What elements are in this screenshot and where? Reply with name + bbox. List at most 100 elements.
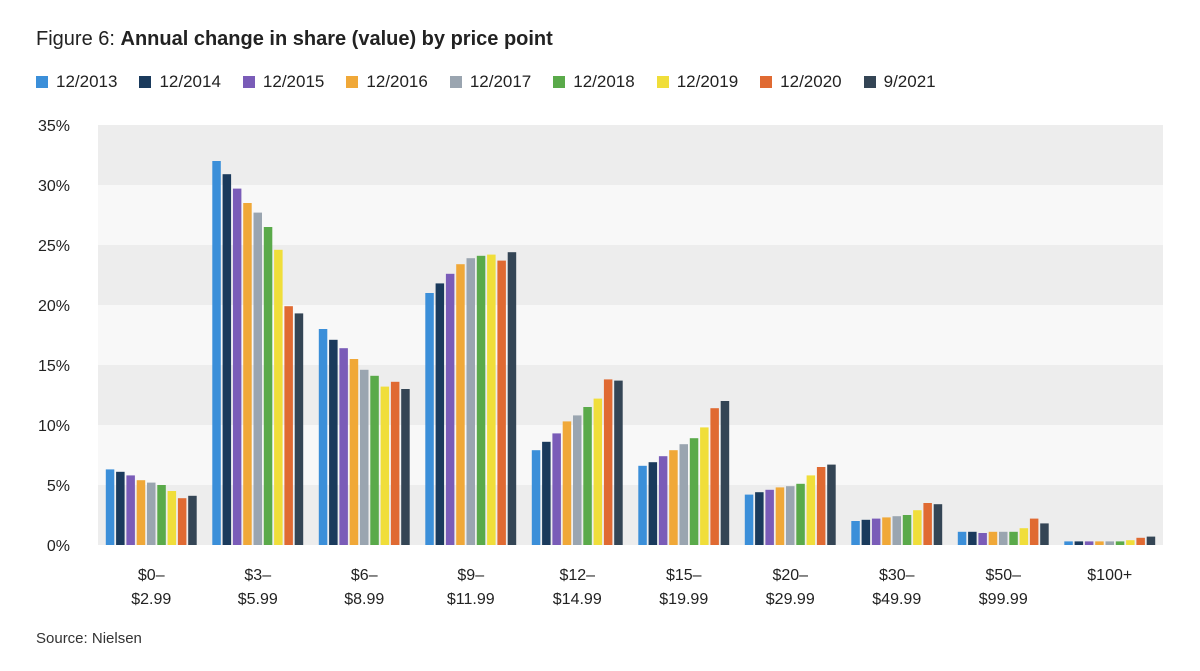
bar [806, 475, 816, 545]
legend-label: 9/2021 [883, 72, 936, 91]
bar [435, 283, 445, 545]
bar [923, 503, 932, 545]
bar [456, 264, 465, 545]
y-tick-label: 10% [38, 418, 70, 435]
chart-title-text: Annual change in share (value) by price … [120, 28, 553, 50]
bar [1029, 518, 1039, 545]
bar [284, 306, 293, 545]
bar [669, 450, 678, 545]
source-note: Source: Nielsen [36, 630, 142, 647]
bar [1146, 536, 1156, 545]
legend-label: 12/2014 [159, 72, 221, 91]
x-category-label: $12– $14.99 [553, 567, 602, 608]
bar [167, 491, 177, 545]
legend-swatch [139, 76, 152, 88]
bar [614, 380, 623, 545]
bar [1115, 541, 1125, 545]
bar [360, 369, 369, 545]
x-category-label: $6– $8.99 [344, 567, 384, 608]
legend: 12/2013 12/2014 12/2015 12/2016 12/2017 12/20… [36, 72, 958, 92]
x-category-label: $0– $2.99 [131, 567, 171, 608]
legend-swatch [36, 76, 48, 88]
bar [933, 504, 943, 545]
legend-swatch [863, 76, 876, 88]
bar [390, 381, 400, 545]
bar [476, 255, 486, 546]
bar [294, 313, 304, 545]
legend-swatch [242, 76, 255, 88]
bar [507, 252, 517, 545]
bar [882, 517, 891, 545]
bar [497, 260, 506, 545]
bar [871, 518, 881, 545]
legend-label: 12/2017 [469, 72, 532, 91]
bar [689, 438, 699, 545]
bar [274, 249, 283, 546]
x-category-label: $30– $49.99 [872, 567, 921, 608]
bar [339, 348, 348, 545]
bar-chart: 0% 5% 10% 15% 20% 25% 30% 35% $0– $2.99 $3– $5.99 $6… [38, 118, 1163, 608]
y-tick-label: 0% [47, 538, 70, 555]
bar [583, 407, 592, 545]
bar [603, 379, 613, 545]
bar [147, 482, 156, 545]
bar [370, 375, 379, 545]
legend-item: 12/2020 [760, 72, 842, 92]
y-tick-label: 5% [47, 478, 70, 495]
bar [329, 339, 338, 545]
bar [445, 273, 455, 545]
bar [1136, 537, 1145, 545]
bar [796, 483, 805, 545]
legend-label: 12/2016 [366, 72, 428, 91]
legend-item: 12/2018 [553, 72, 635, 92]
grid-band [98, 185, 1163, 245]
bar [902, 515, 912, 545]
bar [658, 456, 668, 545]
bar [263, 227, 273, 545]
bar [1009, 531, 1018, 545]
bar [913, 510, 922, 545]
bar [755, 492, 764, 545]
bar [765, 489, 774, 545]
bar [679, 444, 688, 545]
bar [1126, 540, 1135, 545]
y-tick-label: 20% [38, 298, 70, 315]
bar [562, 421, 572, 545]
bar [212, 161, 221, 545]
bar [861, 519, 871, 545]
bar [710, 408, 719, 545]
bar [1084, 541, 1094, 545]
x-category-label: $3– $5.99 [238, 567, 278, 608]
bar [816, 467, 826, 545]
bar [1064, 541, 1073, 545]
legend-label: 12/2019 [676, 72, 739, 91]
bar [425, 293, 434, 545]
chart-title: Figure 6: Annual change in share (value)… [36, 28, 553, 51]
bar [542, 441, 551, 545]
bar [700, 427, 709, 545]
bar [648, 462, 658, 545]
bar [1040, 523, 1049, 545]
bar [243, 203, 252, 545]
bar [988, 531, 998, 545]
legend-label: 12/2018 [573, 72, 635, 91]
bar [827, 464, 836, 545]
legend-swatch [656, 76, 669, 88]
bar [487, 254, 496, 545]
bar [1095, 541, 1104, 545]
bar [978, 533, 987, 545]
x-category-label: $9– $11.99 [447, 567, 495, 608]
bar [638, 465, 647, 545]
bar [999, 531, 1008, 545]
bar [531, 450, 541, 545]
bar [720, 401, 730, 545]
legend-item: 12/2017 [449, 72, 532, 92]
legend-item: 9/2021 [863, 72, 936, 92]
bar [1019, 528, 1029, 545]
bar [1105, 541, 1114, 545]
bar [105, 469, 115, 545]
y-tick-label: 35% [38, 118, 70, 135]
bar [786, 486, 795, 545]
legend-item: 12/2014 [139, 72, 221, 92]
bar [401, 389, 410, 545]
